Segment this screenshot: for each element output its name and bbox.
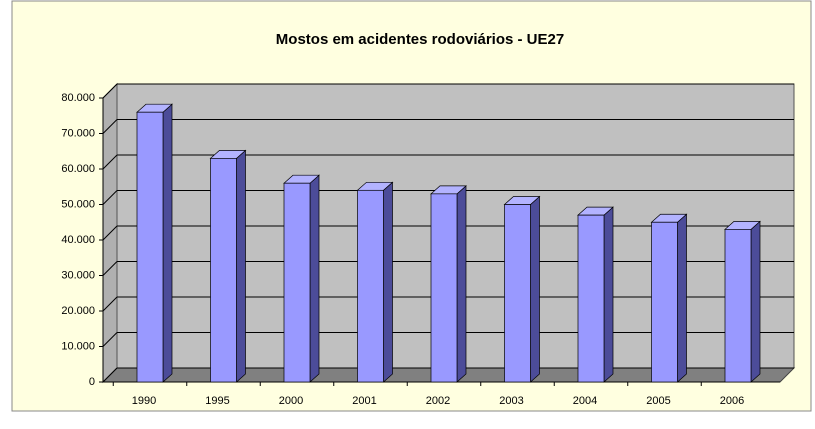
bar-side [750, 220, 761, 383]
x-tick-label: 2001 [352, 395, 376, 407]
bar [651, 221, 678, 383]
y-tick-label: 30.000 [61, 269, 95, 281]
x-tick-label: 2006 [720, 395, 744, 407]
y-tick-label: 60.000 [61, 163, 95, 175]
x-tick-label: 2002 [426, 395, 450, 407]
bar [210, 158, 237, 383]
grid-line [102, 332, 118, 347]
bar-side [309, 174, 320, 383]
chart-title: Mostos em acidentes rodoviários - UE27 [276, 31, 564, 48]
x-tick-label: 1990 [132, 395, 156, 407]
x-tick-label: 2005 [646, 395, 670, 407]
grid-line [102, 296, 118, 312]
grid-line [102, 83, 118, 99]
x-tick-label: 2004 [573, 395, 597, 407]
grid-line [102, 119, 118, 134]
bar-side [677, 213, 687, 383]
grid-line [102, 190, 118, 205]
grid-line [102, 367, 118, 383]
y-tick-label: 70.000 [61, 127, 95, 139]
x-tick-label: 2000 [279, 395, 303, 407]
bar-side [162, 103, 173, 383]
bar [357, 189, 384, 383]
bar [430, 193, 458, 383]
y-tick-label: 10.000 [61, 340, 95, 352]
bar-side [456, 185, 467, 383]
grid-line [102, 154, 118, 170]
grid-line [102, 225, 118, 241]
grid-line [102, 261, 118, 276]
bar [724, 229, 752, 383]
bar [136, 111, 164, 383]
y-tick-label: 40.000 [61, 234, 95, 246]
bar-side [530, 195, 540, 383]
x-tick-label: 1995 [205, 395, 229, 407]
y-tick-label: 80.000 [61, 92, 95, 104]
bar-side [236, 149, 246, 383]
bar-side [383, 181, 393, 383]
bar [283, 182, 311, 383]
bar-side [603, 206, 614, 383]
bar [577, 214, 605, 383]
y-tick-label: 0 [89, 376, 95, 388]
x-tick-label: 2003 [499, 395, 523, 407]
y-tick-label: 50.000 [61, 198, 95, 210]
y-tick-label: 20.000 [61, 305, 95, 317]
bar [504, 204, 531, 383]
